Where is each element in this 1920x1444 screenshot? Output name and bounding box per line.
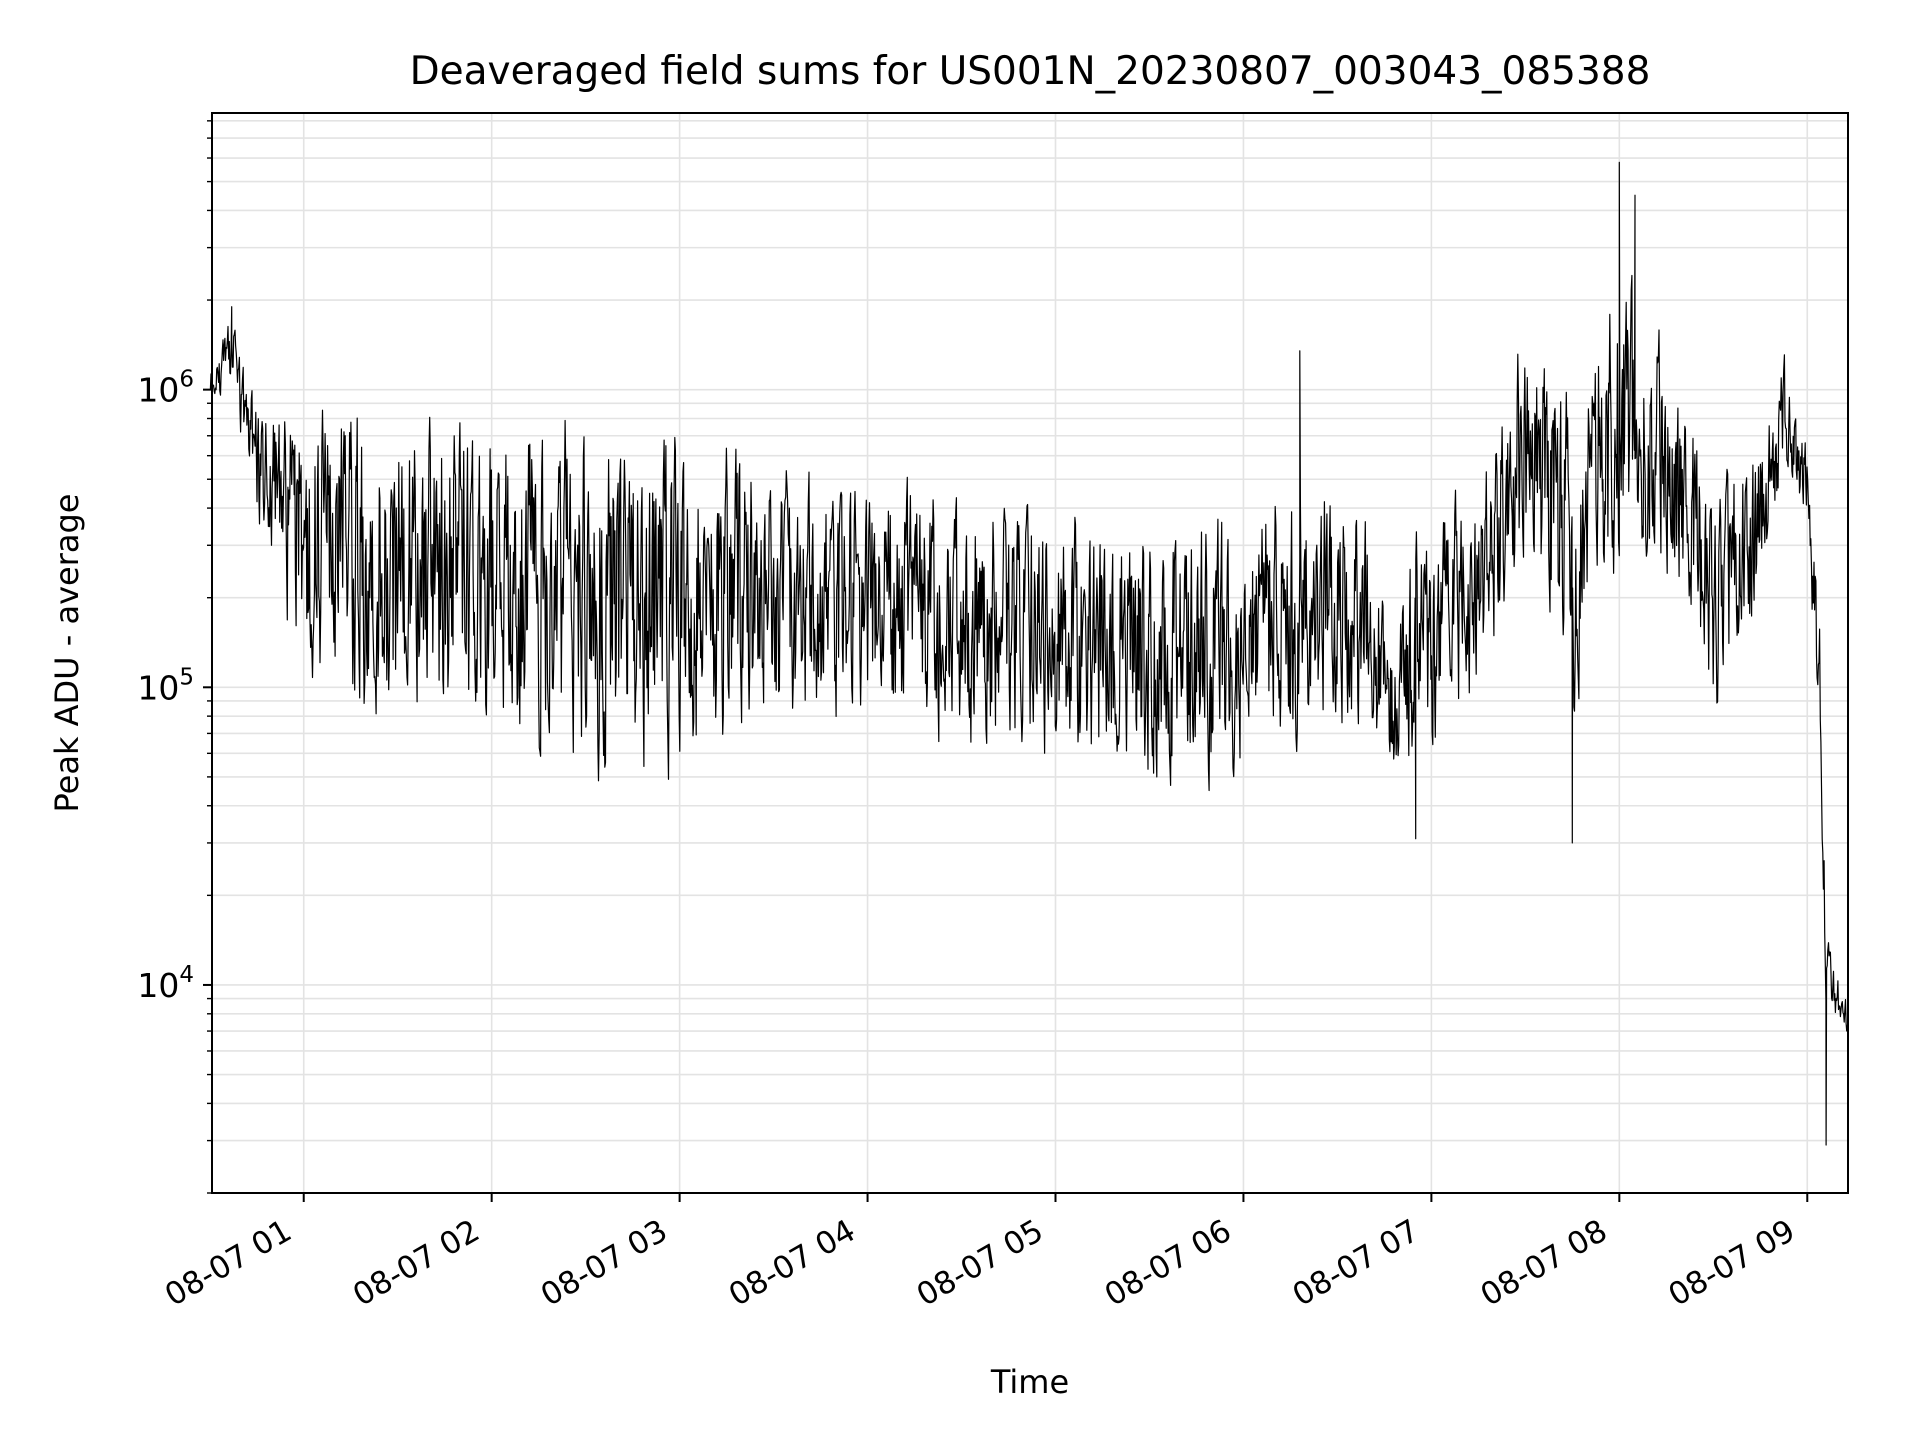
chart-title: Deaveraged field sums for US001N_2023080… — [410, 49, 1651, 94]
y-axis-label: Peak ADU - average — [48, 494, 86, 813]
x-axis-label: Time — [990, 1363, 1069, 1401]
